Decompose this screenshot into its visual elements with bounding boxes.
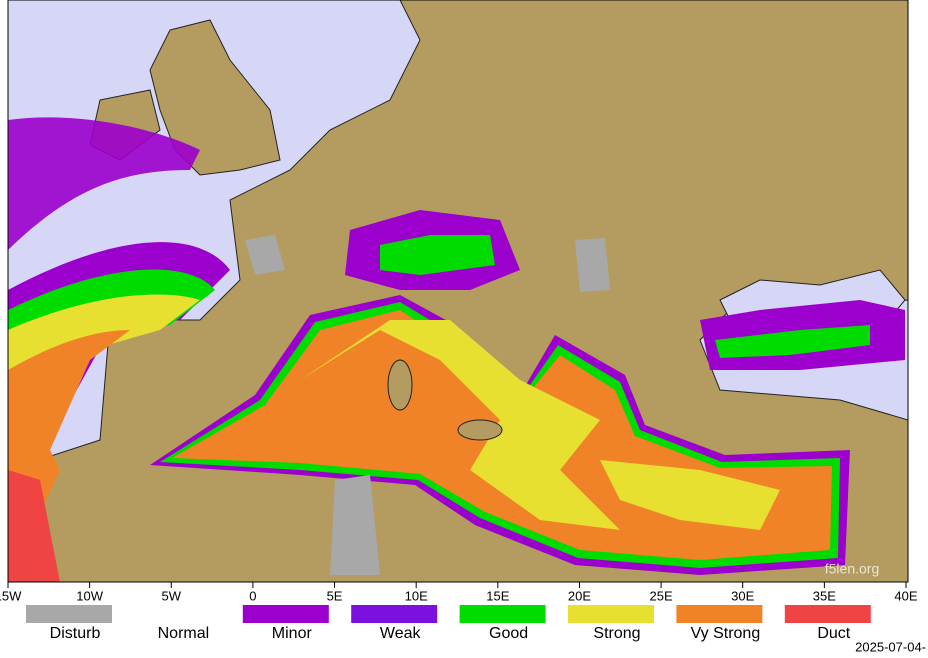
atlantic-band bbox=[8, 294, 200, 470]
map bbox=[8, 0, 908, 582]
x-tick-label: 35E bbox=[813, 588, 836, 603]
x-tick-label: 25E bbox=[650, 588, 673, 603]
legend-label: Vy Strong bbox=[691, 625, 761, 642]
x-tick-label: 5E bbox=[327, 588, 343, 603]
legend-label: Duct bbox=[817, 625, 850, 642]
legend-swatch bbox=[784, 605, 871, 623]
land bbox=[457, 419, 503, 441]
legend-swatch bbox=[676, 605, 763, 623]
legend-swatch bbox=[568, 605, 654, 623]
disturb bbox=[330, 475, 380, 575]
x-tick-label: 5W bbox=[162, 588, 182, 603]
x-tick-label: 15E bbox=[486, 588, 509, 603]
atlantic-band bbox=[8, 470, 60, 582]
x-tick-label: 15W bbox=[0, 588, 22, 603]
x-tick-label: 0 bbox=[249, 588, 256, 603]
x-tick-label: 40E bbox=[894, 588, 917, 603]
x-tick-label: 30E bbox=[731, 588, 754, 603]
blacksea-band bbox=[715, 325, 870, 358]
legend-label: Minor bbox=[272, 625, 313, 642]
med-strong bbox=[600, 460, 780, 530]
watermark: f5len.org bbox=[825, 561, 879, 577]
legend-swatch bbox=[242, 605, 329, 623]
x-tick-label: 10W bbox=[76, 588, 103, 603]
land bbox=[149, 19, 281, 176]
legend: Disturb Normal Minor Weak Good Strong Vy Stron… bbox=[26, 605, 871, 642]
atlantic-band bbox=[8, 330, 130, 582]
legend-swatch bbox=[351, 605, 438, 623]
map-frame bbox=[7, 0, 909, 583]
disturb bbox=[575, 238, 610, 292]
legend-label: Normal bbox=[158, 625, 210, 642]
legend-label: Weak bbox=[380, 625, 422, 642]
disturb bbox=[245, 235, 285, 275]
atlantic-band bbox=[8, 117, 200, 250]
x-axis: 15W 10W 5W 0 5E 10E 15E 20E 25E 30E 35E 40E bbox=[0, 582, 918, 603]
legend-swatch bbox=[26, 605, 112, 623]
x-tick-label: 10E bbox=[405, 588, 428, 603]
med-strong bbox=[300, 320, 620, 530]
timestamp: 2025-07-04- bbox=[855, 639, 926, 654]
legend-label: Good bbox=[489, 625, 528, 642]
legend-swatch bbox=[459, 605, 546, 623]
legend-label: Disturb bbox=[50, 625, 101, 642]
x-tick-label: 20E bbox=[568, 588, 591, 603]
alps-band bbox=[380, 235, 495, 275]
legend-label: Strong bbox=[593, 625, 640, 642]
land bbox=[387, 359, 413, 411]
